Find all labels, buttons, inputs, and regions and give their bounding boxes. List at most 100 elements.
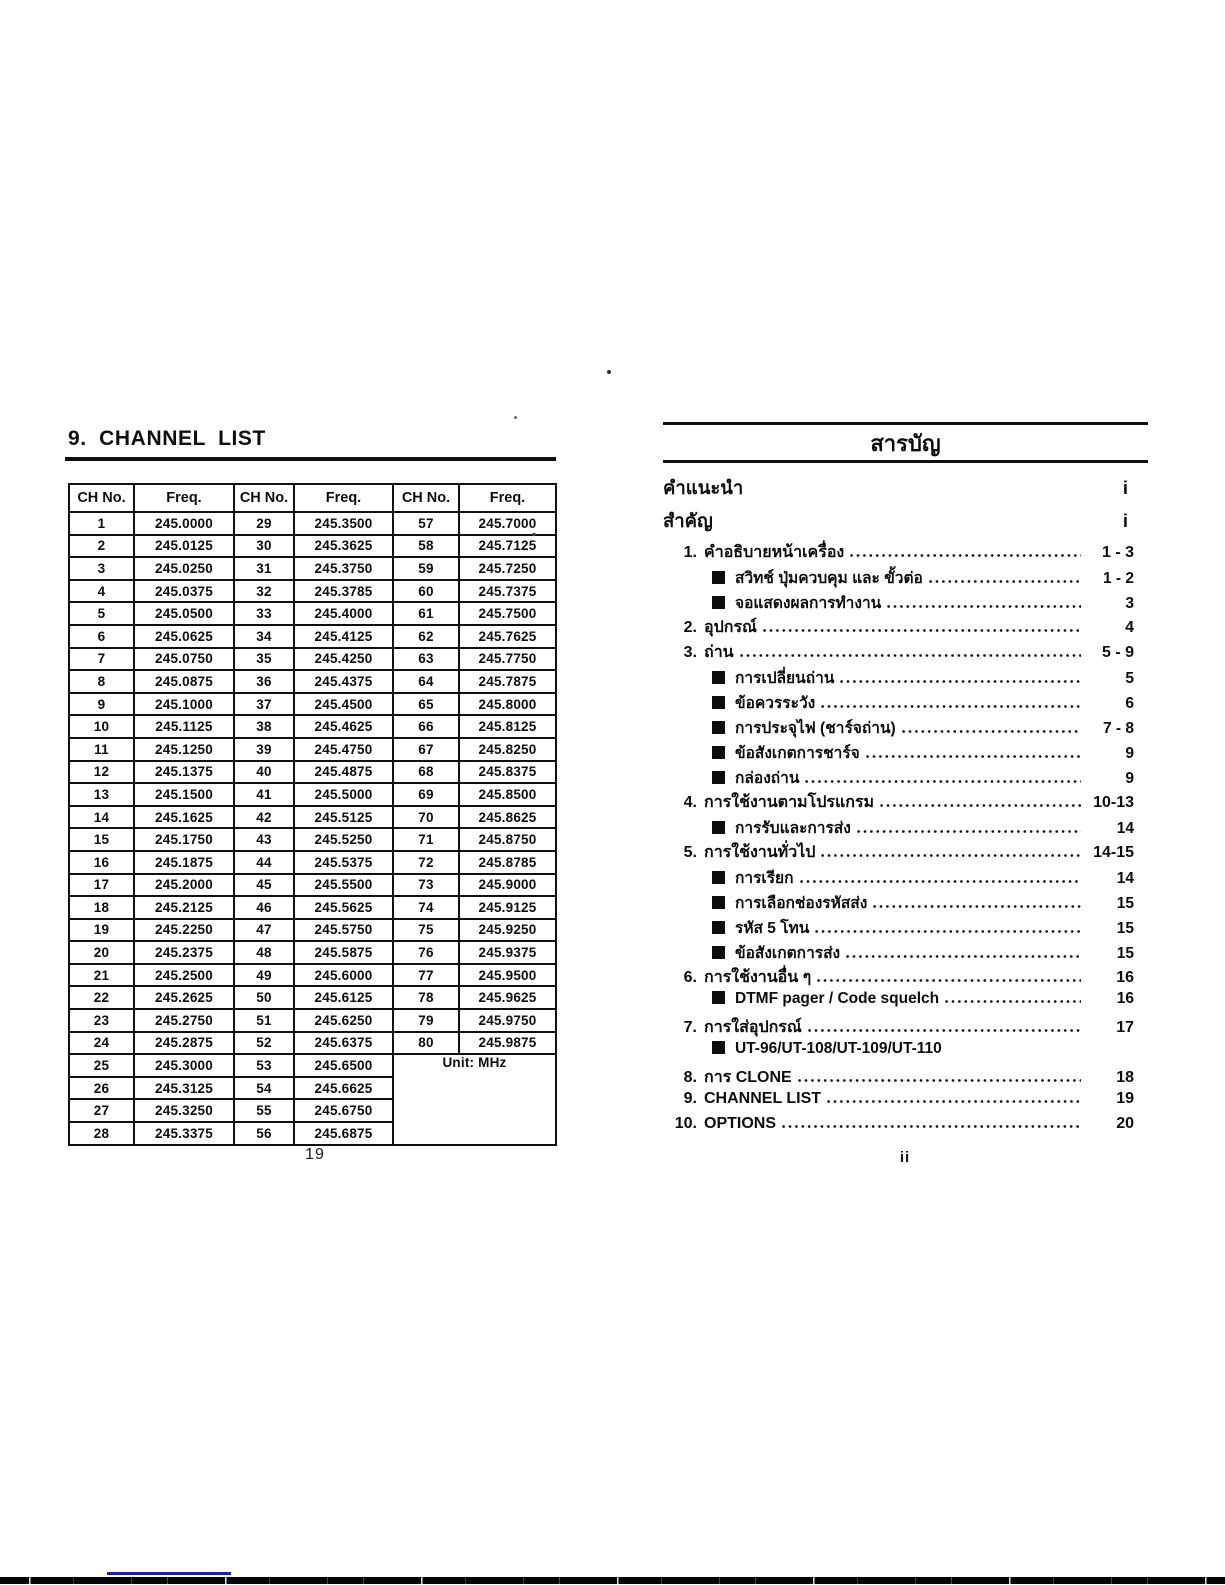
channel-table: CH No. Freq. CH No. Freq. CH No. Freq. 1 245.0…	[68, 483, 557, 1146]
toc-entry-page: 18	[1116, 1069, 1134, 1086]
toc-entry: การเปลี่ยนถ่าน 5	[663, 665, 1148, 690]
toc-entry-page: 14	[1116, 870, 1134, 887]
dot-leader	[850, 554, 1081, 557]
dot-leader	[856, 830, 1081, 833]
toc-entry-label: ข้อควรระวัง	[735, 695, 816, 712]
frequency-cell: 245.5625	[293, 895, 394, 920]
bullet-square-icon	[712, 821, 725, 834]
channel-number-cell: 35	[233, 646, 295, 672]
toc-entry: ข้อสังเกตการส่ง 15	[663, 940, 1148, 965]
toc-entry-label: รหัส 5 โทน	[735, 920, 810, 937]
toc-entry-number: 7.	[683, 1019, 697, 1036]
table-row: 1 245.0000 29 245.3500 57 245.7000	[68, 511, 557, 536]
toc-entry: รหัส 5 โทน 15	[663, 915, 1148, 940]
frequency-cell: 245.5750	[293, 917, 394, 943]
toc-entry-page: 9	[1125, 770, 1134, 787]
channel-number-cell: 45	[233, 872, 295, 898]
dot-leader	[799, 880, 1081, 883]
channel-number-cell: 13	[68, 782, 135, 807]
toc-top-rule	[663, 422, 1148, 426]
channel-number-cell: 63	[392, 646, 460, 672]
column-header: Freq.	[293, 483, 394, 513]
table-row: 6 245.0625 34 245.4125 62 245.7625	[68, 623, 557, 649]
channel-number-cell: 34	[233, 623, 295, 649]
frequency-cell: 245.7500	[458, 601, 557, 626]
frequency-cell: 245.4875	[293, 759, 394, 785]
table-header-row: CH No. Freq. CH No. Freq. CH No. Freq.	[68, 483, 557, 513]
table-row: 4 245.0375 32 245.3785 60 245.7375	[68, 578, 557, 604]
dot-leader	[873, 905, 1081, 908]
toc-entry-page: 1 - 2	[1102, 570, 1134, 587]
channel-number-cell: 2	[68, 533, 135, 559]
channel-number-cell: 16	[68, 849, 135, 875]
toc-entry-label: การเรียก	[735, 870, 794, 887]
dot-leader	[880, 804, 1081, 807]
channel-number-cell: 7	[68, 646, 135, 672]
toc-entry: 9. CHANNEL LIST 19	[663, 1090, 1148, 1115]
frequency-cell: 245.8625	[458, 804, 557, 830]
channel-number-cell: 61	[392, 601, 460, 626]
table-row: 14 245.1625 42 245.5125 70 245.8625	[68, 804, 557, 830]
frequency-cell: 245.3000	[133, 1053, 235, 1078]
channel-number-cell: 66	[392, 714, 460, 739]
scan-speck	[607, 370, 611, 374]
table-row: 11 245.1250 39 245.4750 67 245.8250	[68, 736, 557, 762]
toc-entry: คำแนะนำ i	[663, 474, 1148, 507]
channel-number-cell: 26	[68, 1075, 135, 1101]
toc-entry-page: 9	[1125, 745, 1134, 762]
frequency-cell: 245.9375	[458, 940, 557, 965]
frequency-cell: 245.8375	[458, 759, 557, 785]
frequency-cell: 245.0250	[133, 556, 235, 581]
toc-entry: สวิทช์ ปุ่มควบคุม และ ขั้วต่อ 1 - 2	[663, 565, 1148, 590]
toc-entry: การประจุไฟ (ชาร์จถ่าน) 7 - 8	[663, 715, 1148, 740]
channel-number-cell: 8	[68, 669, 135, 694]
channel-number-cell: 67	[392, 736, 460, 762]
frequency-cell: 245.9250	[458, 917, 557, 943]
channel-number-cell: 41	[233, 782, 295, 807]
frequency-cell: 245.6875	[293, 1121, 394, 1146]
column-header: Freq.	[133, 483, 235, 513]
toc-entry-number: 9.	[683, 1090, 697, 1107]
toc-entry: ข้อสังเกตการชาร์จ 9	[663, 740, 1148, 765]
channel-number-cell: 60	[392, 578, 460, 604]
bullet-square-icon	[712, 596, 725, 609]
channel-number-cell: 5	[68, 601, 135, 626]
page-title: 9. CHANNEL LIST	[68, 427, 266, 450]
channel-number-cell: 15	[68, 827, 135, 852]
channel-number-cell: 72	[392, 849, 460, 875]
frequency-cell: 245.5250	[293, 827, 394, 852]
frequency-cell: 245.6375	[293, 1030, 394, 1056]
frequency-cell: 245.9125	[458, 895, 557, 920]
toc-entry-page: 14-15	[1093, 844, 1134, 861]
channel-number-cell: 59	[392, 556, 460, 581]
frequency-cell: 245.3625	[293, 533, 394, 559]
channel-number-cell: 31	[233, 556, 295, 581]
frequency-cell: 245.8750	[458, 827, 557, 852]
toc-entry-number: 2.	[683, 619, 697, 636]
toc-entry-page: 20	[1116, 1115, 1134, 1132]
frequency-cell: 245.4625	[293, 714, 394, 739]
toc-entry-label: การประจุไฟ (ชาร์จถ่าน)	[735, 720, 896, 737]
toc-entry-label: CHANNEL LIST	[704, 1090, 822, 1107]
frequency-cell: 245.1250	[133, 736, 235, 762]
frequency-cell: 245.4125	[293, 623, 394, 649]
frequency-cell: 245.1875	[133, 849, 235, 875]
channel-number-cell: 6	[68, 623, 135, 649]
channel-number-cell: 3	[68, 556, 135, 581]
channel-number-cell: 54	[233, 1075, 295, 1101]
channel-number-cell: 38	[233, 714, 295, 739]
table-row: 25 245.3000 53 245.6500 Unit: MHz	[68, 1053, 557, 1146]
frequency-cell: 245.8000	[458, 691, 557, 717]
table-row: 15 245.1750 43 245.5250 71 245.8750	[68, 827, 557, 852]
table-row: 3 245.0250 31 245.3750 59 245.7250	[68, 556, 557, 581]
channel-number-cell: 78	[392, 985, 460, 1011]
frequency-cell: 245.3750	[293, 556, 394, 581]
toc-entry-label: UT-96/UT-108/UT-109/UT-110	[735, 1040, 942, 1057]
scan-speck	[514, 416, 517, 419]
column-header: CH No.	[233, 483, 295, 513]
toc-entry-page: i	[1122, 477, 1128, 498]
channel-number-cell: 51	[233, 1008, 295, 1033]
channel-number-cell: 30	[233, 533, 295, 559]
channel-number-cell: 37	[233, 691, 295, 717]
